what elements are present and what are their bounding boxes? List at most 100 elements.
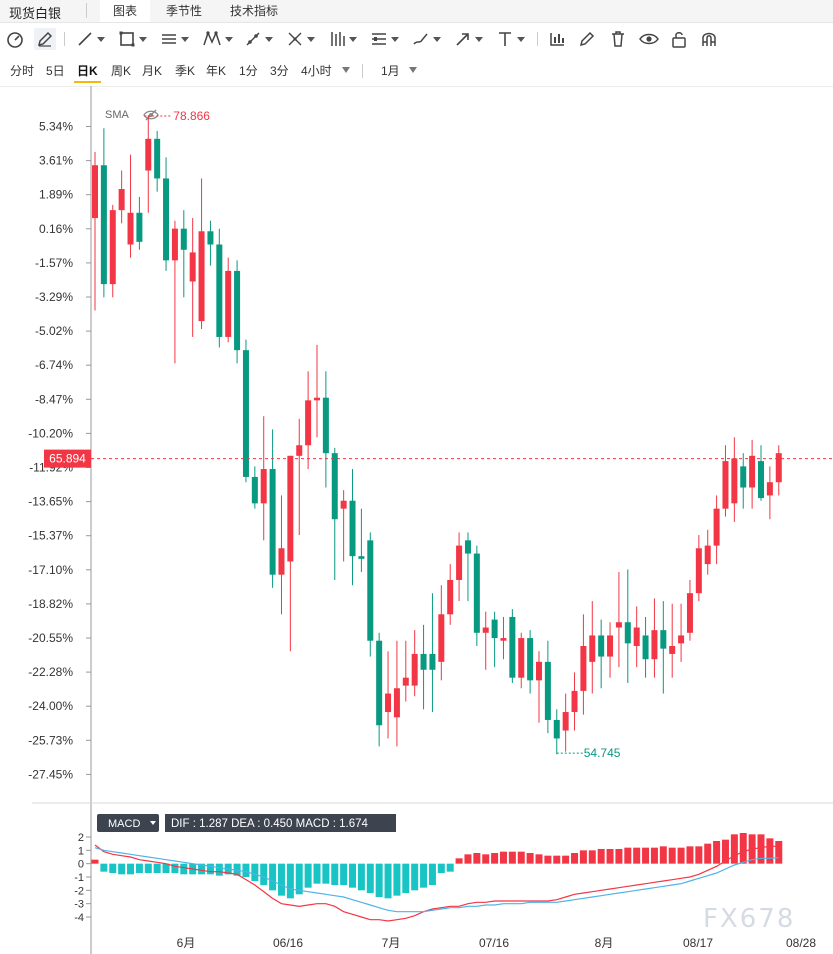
candle-body[interactable]	[216, 244, 223, 337]
candle-body[interactable]	[713, 508, 720, 546]
period-yearly[interactable]: 年K	[206, 64, 227, 78]
candle-body[interactable]	[509, 616, 516, 678]
more-periods-chevron-down-icon[interactable]	[342, 67, 350, 73]
magnet-icon[interactable]	[700, 28, 718, 50]
macd-chevron-down-icon[interactable]	[150, 821, 156, 825]
range-chevron-down-icon[interactable]	[409, 67, 417, 73]
candle-body[interactable]	[633, 627, 640, 646]
candle-body[interactable]	[482, 627, 489, 633]
candle-body[interactable]	[686, 593, 693, 633]
candle-body[interactable]	[260, 469, 267, 504]
candle-body[interactable]	[598, 635, 605, 657]
candle-body[interactable]	[225, 270, 232, 337]
candle-body[interactable]	[758, 461, 764, 499]
eye-icon[interactable]	[639, 28, 659, 50]
candle-body[interactable]	[429, 653, 436, 670]
candle-body[interactable]	[544, 661, 551, 720]
candle-body[interactable]	[491, 619, 498, 639]
candle-body[interactable]	[234, 270, 241, 351]
measure-icon[interactable]	[244, 28, 273, 50]
chart-area[interactable]: SMA 5.34% 3.61% 1.89% 0.16% -1.57% -3.29% -5.0…	[0, 86, 833, 954]
period-timeshare[interactable]: 分时	[10, 64, 35, 78]
candle-body[interactable]	[402, 677, 409, 686]
period-monthly[interactable]: 月K	[142, 64, 163, 78]
candle-body[interactable]	[314, 397, 320, 401]
arrow-icon[interactable]	[454, 28, 483, 50]
candle-body[interactable]	[340, 500, 347, 509]
period-1min[interactable]: 1分	[239, 64, 258, 78]
candle-body[interactable]	[562, 712, 569, 731]
period-quarterly[interactable]: 季K	[175, 64, 196, 78]
candle-body[interactable]	[358, 556, 365, 559]
candle-body[interactable]	[385, 693, 392, 713]
candle-body[interactable]	[393, 688, 400, 718]
gauge-icon[interactable]	[6, 28, 24, 50]
macd-indicator-label[interactable]: MACD	[108, 818, 140, 830]
candle-body[interactable]	[740, 466, 747, 488]
period-daily[interactable]: 日K	[77, 64, 98, 78]
trash-icon[interactable]	[609, 28, 627, 50]
candle-body[interactable]	[624, 622, 631, 644]
candle-body[interactable]	[571, 690, 578, 713]
candle-body[interactable]	[456, 545, 463, 580]
candle-body[interactable]	[473, 553, 480, 633]
channel-icon[interactable]	[160, 28, 189, 50]
candle-body[interactable]	[731, 458, 738, 504]
macd-indicator-badge[interactable]	[97, 814, 159, 832]
candle-body[interactable]	[580, 646, 587, 691]
range-select[interactable]: 1月	[381, 64, 400, 78]
candle-body[interactable]	[438, 614, 445, 662]
candle-body[interactable]	[447, 579, 454, 615]
candle-body[interactable]	[589, 635, 596, 662]
candle-body[interactable]	[251, 476, 258, 504]
candle-body[interactable]	[145, 138, 152, 171]
candle-body[interactable]	[163, 178, 170, 261]
tab-technical-indicators[interactable]: 技术指标	[230, 4, 279, 18]
tab-chart[interactable]: 图表	[100, 0, 151, 22]
candle-body[interactable]	[464, 540, 471, 554]
candle-body[interactable]	[766, 482, 773, 496]
period-5d[interactable]: 5日	[46, 64, 65, 78]
candle-body[interactable]	[305, 400, 312, 446]
indicator-icon[interactable]	[548, 28, 566, 50]
period-weekly[interactable]: 周K	[111, 64, 132, 78]
text-icon[interactable]	[496, 28, 525, 50]
line-icon[interactable]	[76, 28, 105, 50]
candle-body[interactable]	[100, 165, 107, 285]
candle-body[interactable]	[536, 661, 542, 681]
period-4hour[interactable]: 4小时	[301, 64, 332, 78]
candle-body[interactable]	[349, 500, 356, 557]
candle-body[interactable]	[722, 461, 729, 509]
candle-body[interactable]	[296, 445, 303, 456]
pencil-icon[interactable]	[34, 28, 56, 50]
candle-body[interactable]	[411, 653, 418, 686]
candle-body[interactable]	[92, 165, 98, 219]
candle-body[interactable]	[660, 630, 667, 649]
candle-body[interactable]	[109, 210, 116, 285]
candle-body[interactable]	[527, 638, 534, 681]
candle-body[interactable]	[287, 455, 294, 562]
edit-icon[interactable]	[578, 28, 596, 50]
candle-body[interactable]	[269, 469, 276, 575]
fibonacci-icon[interactable]	[286, 28, 315, 50]
candle-body[interactable]	[615, 622, 622, 628]
candle-body[interactable]	[189, 252, 196, 282]
candle-body[interactable]	[207, 231, 214, 245]
candle-body[interactable]	[127, 212, 134, 245]
candle-body[interactable]	[154, 138, 161, 179]
candle-body[interactable]	[376, 640, 383, 726]
tab-seasonality[interactable]: 季节性	[166, 4, 203, 18]
eye-slash-icon[interactable]	[143, 109, 159, 121]
candle-body[interactable]	[278, 548, 285, 575]
candle-body[interactable]	[651, 630, 658, 660]
candle-body[interactable]	[198, 231, 205, 322]
candle-body[interactable]	[678, 635, 685, 644]
pattern-icon[interactable]	[202, 28, 233, 50]
gann-icon[interactable]	[328, 28, 357, 50]
candle-body[interactable]	[642, 635, 649, 660]
candle-body[interactable]	[322, 397, 329, 454]
candle-body[interactable]	[118, 189, 125, 211]
candle-body[interactable]	[420, 653, 427, 670]
position-icon[interactable]	[370, 28, 399, 50]
candle-body[interactable]	[180, 228, 187, 250]
